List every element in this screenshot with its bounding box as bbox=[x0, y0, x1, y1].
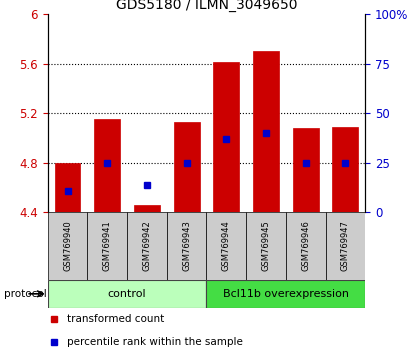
Bar bbox=[167, 212, 207, 280]
Bar bbox=[88, 212, 127, 280]
Bar bbox=[286, 212, 325, 280]
Text: GSM769940: GSM769940 bbox=[63, 221, 72, 272]
Text: protocol: protocol bbox=[4, 289, 47, 299]
Bar bbox=[48, 212, 88, 280]
Text: GSM769942: GSM769942 bbox=[142, 221, 151, 272]
Text: GSM769947: GSM769947 bbox=[341, 221, 350, 272]
Text: control: control bbox=[108, 289, 146, 299]
Bar bbox=[332, 127, 358, 212]
Text: percentile rank within the sample: percentile rank within the sample bbox=[67, 337, 243, 348]
Bar bbox=[48, 280, 207, 308]
Text: GSM769946: GSM769946 bbox=[301, 221, 310, 272]
Bar bbox=[207, 212, 246, 280]
Bar bbox=[253, 51, 279, 212]
Bar bbox=[127, 212, 167, 280]
Text: GSM769944: GSM769944 bbox=[222, 221, 231, 272]
Bar bbox=[293, 128, 319, 212]
Bar bbox=[207, 280, 365, 308]
Bar bbox=[174, 122, 200, 212]
Bar bbox=[246, 212, 286, 280]
Bar bbox=[94, 119, 120, 212]
Bar bbox=[213, 62, 239, 212]
Text: GSM769941: GSM769941 bbox=[103, 221, 112, 272]
Bar bbox=[325, 212, 365, 280]
Title: GDS5180 / ILMN_3049650: GDS5180 / ILMN_3049650 bbox=[116, 0, 297, 12]
Text: GSM769945: GSM769945 bbox=[261, 221, 271, 272]
Text: GSM769943: GSM769943 bbox=[182, 221, 191, 272]
Text: Bcl11b overexpression: Bcl11b overexpression bbox=[223, 289, 349, 299]
Bar bbox=[134, 205, 160, 212]
Text: transformed count: transformed count bbox=[67, 314, 164, 325]
Bar bbox=[55, 163, 81, 212]
